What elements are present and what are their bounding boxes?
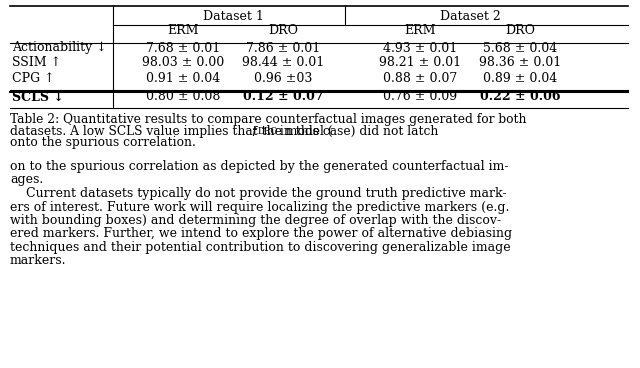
Text: on to the spurious correlation as depicted by the generated counterfactual im-: on to the spurious correlation as depict…	[10, 160, 509, 173]
Text: DRO: DRO	[268, 25, 298, 38]
Text: 0.22 ± 0.06: 0.22 ± 0.06	[480, 91, 560, 103]
Text: 98.44 ± 0.01: 98.44 ± 0.01	[242, 57, 324, 70]
Text: ages.: ages.	[10, 173, 44, 187]
Text: $f$: $f$	[251, 124, 259, 138]
Text: in this case) did not latch: in this case) did not latch	[276, 124, 438, 138]
Text: Actionability ↓: Actionability ↓	[12, 42, 107, 54]
Text: ers of interest. Future work will require localizing the predictive markers (e.g: ers of interest. Future work will requir…	[10, 201, 509, 213]
Text: 0.91 ± 0.04: 0.91 ± 0.04	[146, 71, 220, 85]
Text: DRO: DRO	[505, 25, 535, 38]
Text: SSIM ↑: SSIM ↑	[12, 57, 61, 70]
Text: markers.: markers.	[10, 255, 67, 268]
Text: ERM: ERM	[404, 25, 436, 38]
Text: 7.68 ± 0.01: 7.68 ± 0.01	[146, 42, 220, 54]
Text: Current datasets typically do not provide the ground truth predictive mark-: Current datasets typically do not provid…	[10, 187, 506, 200]
Text: 98.36 ± 0.01: 98.36 ± 0.01	[479, 57, 561, 70]
Text: 4.93 ± 0.01: 4.93 ± 0.01	[383, 42, 457, 54]
Text: ered markers. Further, we intend to explore the power of alternative debiasing: ered markers. Further, we intend to expl…	[10, 227, 512, 241]
Text: DRO: DRO	[257, 127, 278, 135]
Text: with bounding boxes) and determining the degree of overlap with the discov-: with bounding boxes) and determining the…	[10, 214, 501, 227]
Text: 5.68 ± 0.04: 5.68 ± 0.04	[483, 42, 557, 54]
Text: 0.80 ± 0.08: 0.80 ± 0.08	[146, 91, 220, 103]
Text: CPG ↑: CPG ↑	[12, 71, 54, 85]
Text: onto the spurious correlation.: onto the spurious correlation.	[10, 136, 196, 149]
Text: Dataset 2: Dataset 2	[440, 11, 500, 24]
Text: 0.88 ± 0.07: 0.88 ± 0.07	[383, 71, 457, 85]
Text: 0.12 ± 0.07: 0.12 ± 0.07	[243, 91, 323, 103]
Text: 7.86 ± 0.01: 7.86 ± 0.01	[246, 42, 320, 54]
Text: Table 2: Quantitative results to compare counterfactual images generated for bot: Table 2: Quantitative results to compare…	[10, 113, 527, 126]
Text: datasets. A low SCLS value implies that the model (: datasets. A low SCLS value implies that …	[10, 124, 333, 138]
Text: 0.89 ± 0.04: 0.89 ± 0.04	[483, 71, 557, 85]
Text: 0.96 ±03: 0.96 ±03	[254, 71, 312, 85]
Text: ERM: ERM	[167, 25, 199, 38]
Text: 98.21 ± 0.01: 98.21 ± 0.01	[379, 57, 461, 70]
Text: Dataset 1: Dataset 1	[203, 11, 264, 24]
Text: 98.03 ± 0.00: 98.03 ± 0.00	[142, 57, 224, 70]
Text: techniques and their potential contribution to discovering generalizable image: techniques and their potential contribut…	[10, 241, 511, 254]
Text: 0.76 ± 0.09: 0.76 ± 0.09	[383, 91, 457, 103]
Text: SCLS ↓: SCLS ↓	[12, 91, 64, 103]
